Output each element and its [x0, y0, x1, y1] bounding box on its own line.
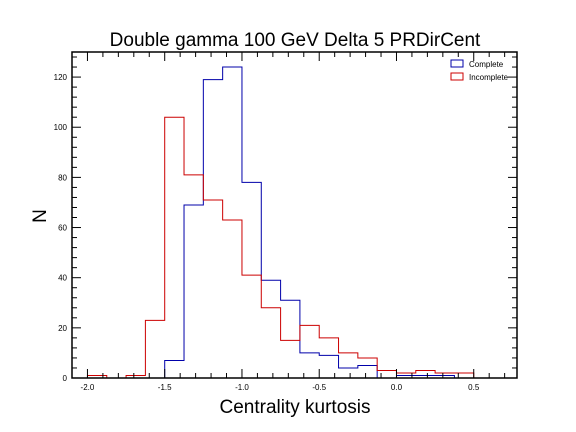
x-tick-label: 0.0	[391, 383, 403, 392]
y-tick-label: 100	[54, 123, 68, 132]
plot-area	[86, 66, 494, 379]
y-tick-label: 60	[58, 224, 67, 233]
x-tick-label: 0.5	[468, 383, 480, 392]
legend-swatch-incomplete	[450, 72, 464, 81]
legend-label-complete: Complete	[469, 60, 504, 69]
y-tick-label: 40	[58, 274, 67, 283]
x-tick-label: -1.5	[158, 383, 172, 392]
x-tick-label: -2.0	[81, 383, 95, 392]
y-tick-label: 20	[58, 324, 67, 333]
plot-frame	[71, 51, 518, 379]
x-tick-label: -1.0	[235, 383, 249, 392]
x-tick-label: -0.5	[312, 383, 326, 392]
y-axis-label: N	[30, 209, 51, 223]
series-complete-line	[87, 66, 494, 379]
x-axis-label: Centrality kurtosis	[220, 397, 371, 418]
legend-label-incomplete: Incomplete	[469, 73, 509, 82]
y-tick-label: 0	[63, 374, 68, 383]
legend: Complete Incomplete	[450, 59, 509, 82]
y-tick-label: 120	[54, 73, 68, 82]
y-tick-label: 80	[58, 173, 67, 182]
axes: -2.0 -1.5 -1.0 -0.5 0.0 0.5 0 20 40 60 80 100 120	[54, 51, 518, 392]
chart-title: Double gamma 100 GeV Delta 5 PRDirCent	[110, 30, 481, 51]
series-incomplete-line	[86, 116, 494, 379]
legend-swatch-complete	[450, 59, 464, 68]
